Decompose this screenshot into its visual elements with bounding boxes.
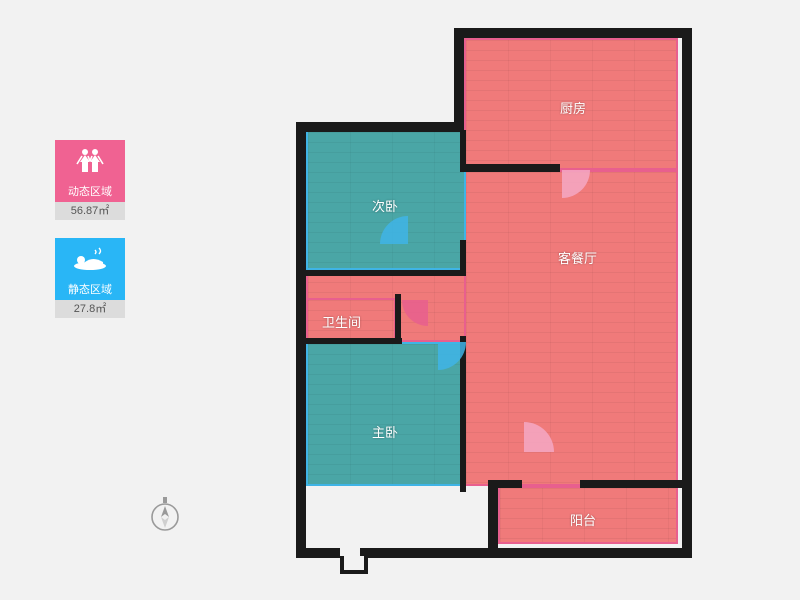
- door-arc: [410, 314, 466, 370]
- entrance-notch: [340, 556, 368, 574]
- wall: [395, 294, 401, 342]
- wall: [360, 548, 692, 558]
- wall: [580, 480, 692, 488]
- room-label-bathroom: 卫生间: [322, 312, 361, 331]
- room-label-bedroom2: 次卧: [372, 196, 398, 215]
- wall: [460, 130, 466, 172]
- legend-dynamic-value: 56.87㎡: [55, 202, 125, 220]
- legend-static-value: 27.8㎡: [55, 300, 125, 318]
- people-icon: [55, 140, 125, 182]
- room-label-living: 客餐厅: [558, 248, 597, 267]
- door-arc: [380, 216, 436, 272]
- legend-dynamic-title: 动态区域: [55, 182, 125, 202]
- legend-static: 静态区域 27.8㎡: [55, 238, 125, 318]
- wall: [454, 28, 464, 130]
- compass-icon: [148, 495, 182, 538]
- legend-dynamic: 动态区域 56.87㎡: [55, 140, 125, 220]
- door-arc: [534, 142, 590, 198]
- room-label-kitchen: 厨房: [560, 98, 586, 117]
- wall: [454, 28, 692, 38]
- legend-panel: 动态区域 56.87㎡ 静态区域 27.8㎡: [55, 140, 125, 336]
- room-label-balcony: 阳台: [570, 510, 596, 529]
- legend-static-title: 静态区域: [55, 280, 125, 300]
- wall: [682, 28, 692, 558]
- wall: [296, 122, 464, 132]
- wall: [488, 480, 498, 550]
- door-arc: [494, 422, 554, 482]
- wall: [302, 338, 402, 344]
- wall: [296, 548, 340, 558]
- sleep-icon: [55, 238, 125, 280]
- room-label-bedroom1: 主卧: [372, 422, 398, 441]
